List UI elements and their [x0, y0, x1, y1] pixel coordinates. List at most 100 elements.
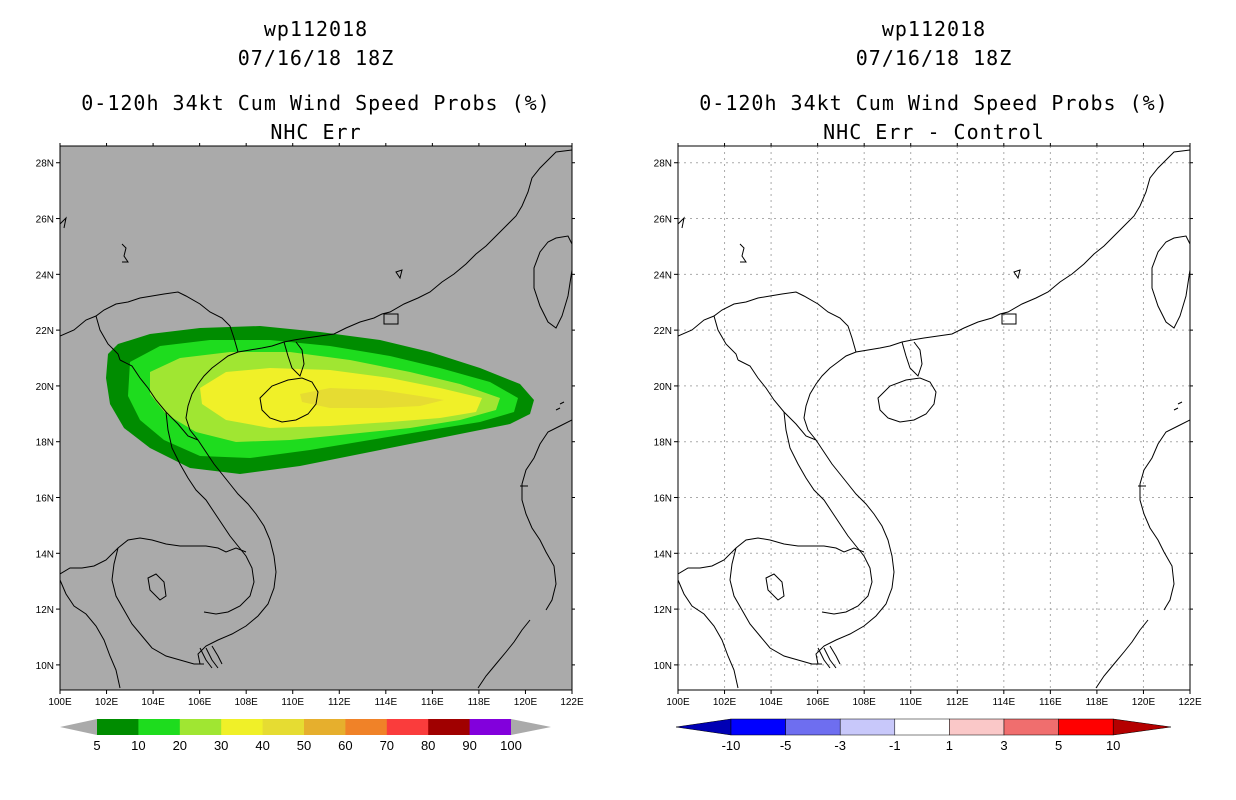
lon-tick-label: 110E [899, 697, 922, 708]
lat-tick-label: 18N [36, 438, 54, 449]
right-legend-min-arrow [675, 718, 732, 736]
lon-tick-label: 114E [993, 697, 1016, 708]
lon-tick-label: 102E [95, 697, 119, 708]
lon-tick-label: 106E [188, 697, 212, 708]
left-legend-label: 50 [297, 738, 311, 753]
lat-tick-label: 16N [654, 494, 672, 505]
right-legend-swatch [730, 718, 786, 736]
lat-tick-label: 10N [654, 661, 672, 672]
right-legend: -10 -5 -3 -1 1 3 5 10 [675, 718, 1172, 753]
lon-tick-label: 100E [666, 697, 690, 708]
lon-tick-label: 106E [806, 697, 830, 708]
lat-tick-label: 12N [654, 605, 672, 616]
left-legend-swatch [97, 719, 139, 735]
lon-tick-label: 120E [1132, 697, 1156, 708]
left-legend-label: 90 [462, 738, 476, 753]
right-title-product: 0-120h 34kt Cum Wind Speed Probs (%) [699, 91, 1169, 115]
lat-tick-label: 26N [654, 215, 672, 226]
lon-tick-label: 114E [375, 697, 398, 708]
right-legend-swatch [839, 718, 896, 736]
left-legend-label: 5 [93, 738, 100, 753]
lat-tick-label: 20N [36, 382, 54, 393]
right-title-subtitle: NHC Err - Control [823, 120, 1045, 144]
left-legend-swatch [428, 719, 471, 735]
right-map-background [678, 146, 1190, 690]
lat-tick-label: 24N [36, 270, 54, 281]
right-map: 100E 102E 104E 106E 108E 110E 112E 114E 116E 118E… [654, 143, 1202, 708]
lon-tick-label: 122E [1178, 697, 1202, 708]
right-legend-swatch [1058, 718, 1114, 736]
left-legend-label: 20 [173, 738, 187, 753]
right-title-storm-id: wp112018 [881, 17, 987, 41]
left-legend-label: 70 [380, 738, 394, 753]
lon-tick-label: 118E [468, 697, 491, 708]
left-legend-label: 80 [421, 738, 435, 753]
lat-tick-label: 14N [36, 549, 54, 560]
lat-tick-label: 10N [36, 661, 54, 672]
left-legend-swatch [138, 719, 181, 735]
left-legend-swatch [304, 719, 346, 735]
left-legend-label: 100 [500, 738, 522, 753]
lon-tick-label: 118E [1086, 697, 1109, 708]
right-legend-label: -3 [834, 738, 846, 753]
lon-tick-label: 120E [514, 697, 538, 708]
right-legend-label: 10 [1106, 738, 1120, 753]
lat-tick-label: 28N [654, 159, 672, 170]
left-legend-swatch [221, 719, 264, 735]
lon-tick-label: 102E [713, 697, 737, 708]
lat-tick-label: 20N [654, 382, 672, 393]
left-map-frame [59, 145, 573, 691]
lat-tick-label: 22N [36, 326, 54, 337]
left-legend-label: 60 [338, 738, 352, 753]
right-legend-label: 5 [1055, 738, 1062, 753]
right-title-datetime: 07/16/18 18Z [855, 46, 1013, 70]
left-legend-label: 40 [255, 738, 269, 753]
right-axis-ticks: 100E 102E 104E 106E 108E 110E 112E 114E 116E 118E… [654, 143, 1202, 708]
left-legend-swatch [469, 719, 512, 735]
left-legend-swatch [386, 719, 429, 735]
lon-tick-label: 108E [235, 697, 259, 708]
right-map-frame [677, 145, 1191, 691]
left-title-product: 0-120h 34kt Cum Wind Speed Probs (%) [81, 91, 551, 115]
left-map: 100E 102E 104E 106E 108E 110E 112E 114E 116E 118E… [36, 143, 584, 708]
lat-tick-label: 24N [654, 270, 672, 281]
right-legend-swatch [949, 718, 1005, 736]
lon-tick-label: 116E [421, 697, 444, 708]
lat-tick-label: 14N [654, 549, 672, 560]
left-title-storm-id: wp112018 [263, 17, 369, 41]
lat-tick-label: 18N [654, 438, 672, 449]
right-legend-label: 3 [1000, 738, 1007, 753]
right-legend-swatch [785, 718, 841, 736]
left-legend-label: 30 [214, 738, 228, 753]
right-legend-label: -1 [889, 738, 901, 753]
right-legend-max-arrow [1112, 718, 1172, 736]
left-prob-contours [106, 326, 534, 474]
right-legend-label: -10 [722, 738, 741, 753]
lon-tick-label: 112E [946, 697, 969, 708]
lat-tick-label: 28N [36, 159, 54, 170]
lon-tick-label: 116E [1039, 697, 1062, 708]
right-legend-swatch [894, 718, 950, 736]
left-title-subtitle: NHC Err [270, 120, 362, 144]
left-title-datetime: 07/16/18 18Z [237, 46, 395, 70]
lon-tick-label: 110E [281, 697, 304, 708]
right-gridlines [678, 146, 1190, 690]
left-axis-ticks: 100E 102E 104E 106E 108E 110E 112E 114E 116E 118E… [36, 143, 584, 708]
lon-tick-label: 104E [141, 697, 165, 708]
left-legend-swatch [262, 719, 305, 735]
lat-tick-label: 12N [36, 605, 54, 616]
lon-tick-label: 100E [48, 697, 72, 708]
lon-tick-label: 108E [853, 697, 877, 708]
left-legend: 5 10 20 30 40 50 60 70 80 90 100 [60, 719, 551, 753]
left-legend-max-arrow [511, 719, 551, 735]
lat-tick-label: 16N [36, 494, 54, 505]
right-legend-label: -5 [780, 738, 792, 753]
left-legend-label: 10 [131, 738, 145, 753]
lon-tick-label: 122E [560, 697, 584, 708]
left-legend-swatch [179, 719, 222, 735]
left-legend-swatch [345, 719, 388, 735]
lon-tick-label: 112E [328, 697, 351, 708]
left-legend-min-arrow [60, 719, 97, 735]
contour-40 [300, 388, 444, 408]
